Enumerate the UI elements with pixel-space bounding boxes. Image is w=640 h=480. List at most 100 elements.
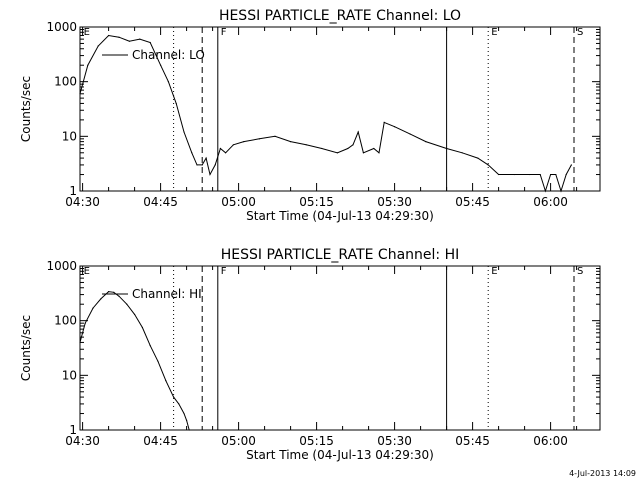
data-point <box>373 147 375 150</box>
event-marker-label: E <box>491 27 497 38</box>
data-point <box>529 173 531 176</box>
data-point <box>425 141 427 143</box>
data-point <box>258 138 260 140</box>
data-point <box>108 34 110 37</box>
data-point <box>544 190 547 192</box>
data-point <box>225 152 227 154</box>
data-point <box>498 173 500 176</box>
data-point <box>92 307 94 309</box>
x-tick-label: 05:30 <box>377 434 412 448</box>
event-marker-label: E <box>84 266 90 277</box>
plot-frame <box>79 26 601 192</box>
data-point <box>214 164 216 166</box>
y-tick-label: 100 <box>54 75 77 89</box>
data-point <box>336 152 338 154</box>
x-tick-label: 05:45 <box>455 195 490 209</box>
data-point <box>219 147 221 150</box>
data-point <box>209 173 211 176</box>
data-point <box>167 81 169 83</box>
data-point <box>79 93 81 95</box>
y-tick-label: 1 <box>69 423 77 437</box>
data-point <box>157 360 159 362</box>
data-point <box>352 144 354 146</box>
data-point <box>186 419 188 421</box>
data-point <box>362 152 364 154</box>
x-tick-label: 05:15 <box>299 434 334 448</box>
data-point <box>205 157 207 159</box>
data-point <box>290 141 292 143</box>
event-marker-label: F <box>221 266 227 277</box>
x-tick-label: 06:00 <box>533 195 568 209</box>
x-axis-label: Start Time (04-Jul-13 04:29:30) <box>246 209 434 223</box>
x-tick-label: 04:45 <box>143 434 178 448</box>
data-point <box>232 144 234 146</box>
data-point <box>378 152 380 154</box>
chart-panel-1: HESSI PARTICLE_RATE Channel: LO Counts/se… <box>19 8 601 223</box>
data-point <box>477 157 479 159</box>
y-tick-label: 1000 <box>46 259 77 273</box>
series-line <box>79 291 190 431</box>
series-line <box>79 34 572 193</box>
data-point <box>97 45 99 47</box>
data-point <box>357 131 359 133</box>
data-point <box>178 403 180 405</box>
data-point <box>100 298 102 300</box>
data-point <box>513 173 515 176</box>
data-point <box>141 326 143 329</box>
data-point <box>118 295 120 297</box>
x-tick-label: 04:45 <box>143 195 178 209</box>
data-point <box>113 291 115 293</box>
data-point <box>87 64 89 66</box>
data-point <box>139 38 141 40</box>
data-point <box>183 412 185 415</box>
y-axis-label: Counts/sec <box>19 315 33 381</box>
data-point <box>188 429 190 431</box>
data-point <box>149 344 151 347</box>
data-point <box>487 164 489 166</box>
x-tick-label: 05:30 <box>377 195 412 209</box>
legend-label: Channel: LO <box>132 48 205 62</box>
data-point <box>149 41 151 44</box>
chart-title: HESSI PARTICLE_RATE Channel: LO <box>219 8 461 24</box>
data-point <box>383 121 385 123</box>
event-marker-label: E <box>84 27 90 38</box>
data-point <box>173 396 175 398</box>
data-point <box>274 135 276 137</box>
legend-label: Channel: HI <box>132 287 202 301</box>
data-point <box>305 144 307 146</box>
data-point <box>539 173 541 176</box>
y-tick-label: 1000 <box>46 20 77 34</box>
x-axis-label: Start Time (04-Jul-13 04:29:30) <box>246 448 434 462</box>
event-marker-label: S <box>577 266 583 277</box>
data-point <box>128 40 130 42</box>
y-tick-label: 10 <box>62 129 77 143</box>
x-tick-label: 05:15 <box>299 195 334 209</box>
event-marker-label: S <box>577 27 583 38</box>
data-point <box>347 147 349 150</box>
data-point <box>108 291 110 293</box>
data-point <box>550 173 552 176</box>
y-tick-label: 100 <box>54 314 77 328</box>
data-point <box>79 341 81 344</box>
data-point <box>201 164 203 166</box>
data-point <box>134 313 136 316</box>
data-point <box>446 147 448 150</box>
y-axis-label: Counts/sec <box>19 76 33 142</box>
plot-frame <box>79 265 601 431</box>
x-tick-label: 06:00 <box>533 434 568 448</box>
y-tick-label: 10 <box>62 368 77 382</box>
data-point <box>321 147 323 150</box>
data-point <box>165 380 167 382</box>
x-tick-label: 05:45 <box>455 434 490 448</box>
data-point <box>555 173 557 176</box>
y-tick-label: 1 <box>69 184 77 198</box>
x-tick-label: 04:30 <box>65 195 100 209</box>
x-tick-label: 05:00 <box>221 195 256 209</box>
data-point <box>565 173 567 176</box>
data-point <box>196 164 198 166</box>
chart-title: HESSI PARTICLE_RATE Channel: HI <box>221 247 459 263</box>
x-tick-label: 04:30 <box>65 434 100 448</box>
timestamp: 4-Jul-2013 14:09 <box>569 469 636 478</box>
data-point <box>560 190 562 192</box>
